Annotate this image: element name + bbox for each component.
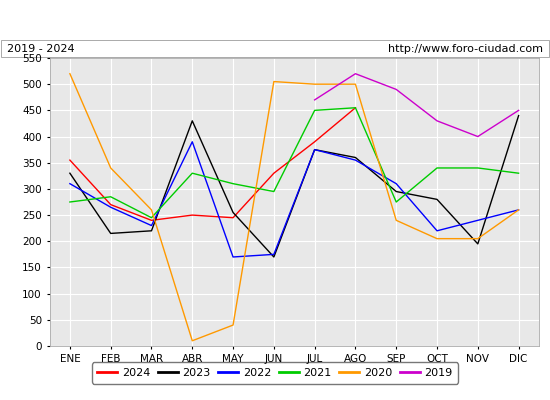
Text: 2019 - 2024: 2019 - 2024: [7, 44, 74, 54]
Text: Evolucion Nº Turistas Nacionales en el municipio de Arquillos: Evolucion Nº Turistas Nacionales en el m…: [52, 12, 498, 28]
Text: http://www.foro-ciudad.com: http://www.foro-ciudad.com: [388, 44, 543, 54]
FancyBboxPatch shape: [1, 40, 549, 57]
Legend: 2024, 2023, 2022, 2021, 2020, 2019: 2024, 2023, 2022, 2021, 2020, 2019: [92, 362, 458, 384]
